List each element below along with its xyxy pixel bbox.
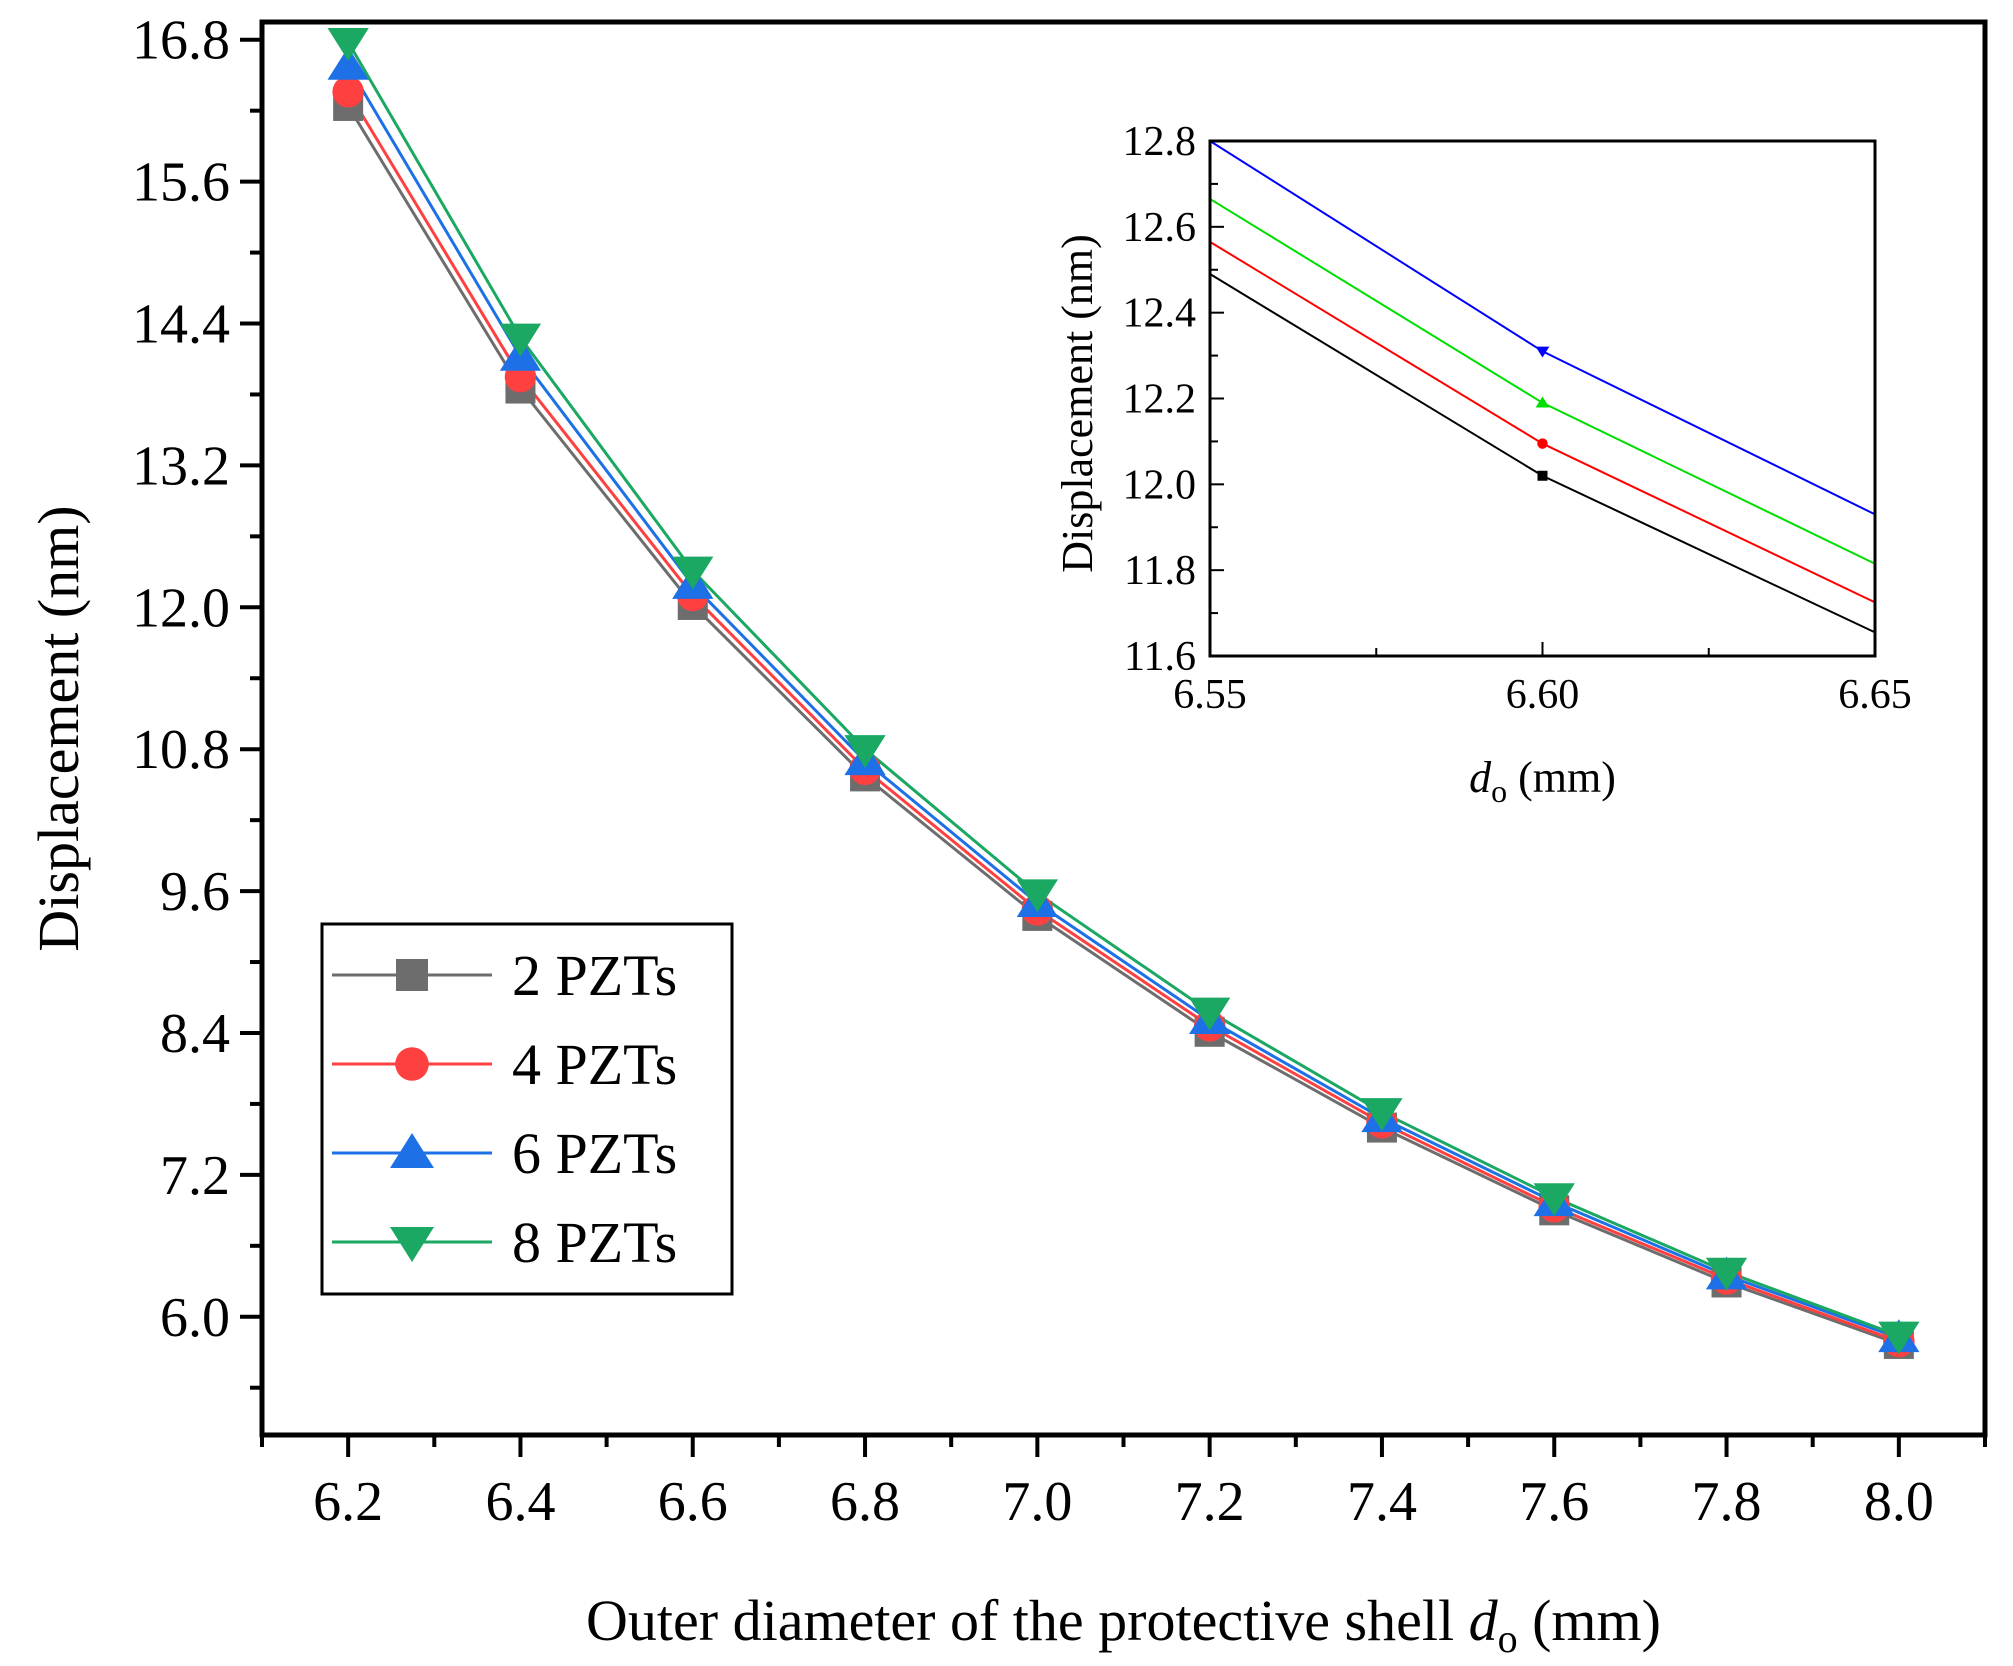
y-tick-label: 14.4 xyxy=(132,294,230,356)
y-axis-title: Displacement (nm) xyxy=(26,505,91,951)
x-tick-label: 7.4 xyxy=(1347,1471,1417,1533)
inset-x-tick-label: 6.55 xyxy=(1173,672,1247,718)
inset-x-axis-title: do (mm) xyxy=(1469,753,1616,809)
y-tick-label: 9.6 xyxy=(160,861,230,923)
data-point xyxy=(1361,1098,1403,1131)
inset-data-point xyxy=(1535,396,1550,408)
legend-label: 2 PZTs xyxy=(512,943,677,1008)
legend: 2 PZTs 4 PZTs 6 PZTs 8 PZTs xyxy=(320,922,734,1296)
inset-y-tick-label: 12.2 xyxy=(1123,377,1197,423)
data-point xyxy=(327,28,369,61)
y-tick-label: 10.8 xyxy=(132,719,230,781)
legend-label: 8 PZTs xyxy=(512,1210,677,1275)
legend-marker xyxy=(390,1227,434,1262)
y-tick-label: 15.6 xyxy=(132,152,230,214)
y-tick-label: 16.8 xyxy=(132,10,230,72)
series-line xyxy=(346,64,1900,1340)
data-point xyxy=(499,323,542,357)
data-point xyxy=(1878,1321,1920,1355)
inset-x-tick-label: 6.65 xyxy=(1838,672,1912,718)
data-point xyxy=(1705,1257,1748,1291)
inset-data-point xyxy=(1537,438,1548,449)
legend-box xyxy=(320,922,734,1296)
inset-y-axis-title: Displacement (nm) xyxy=(1053,234,1102,572)
legend-marker xyxy=(390,1133,434,1168)
x-tick-label: 7.2 xyxy=(1175,1471,1245,1533)
x-tick-label: 6.6 xyxy=(658,1471,728,1533)
y-tick-label: 12.0 xyxy=(132,577,230,639)
data-point xyxy=(1189,997,1231,1031)
data-point xyxy=(327,46,369,80)
inset-y-tick-label: 12.8 xyxy=(1123,119,1197,165)
x-tick-label: 7.0 xyxy=(1002,1471,1072,1533)
inset-y-tick-label: 11.6 xyxy=(1124,634,1196,680)
inset-data-point xyxy=(1537,470,1548,481)
inset-data-point xyxy=(1535,346,1550,358)
data-point xyxy=(332,76,364,108)
legend-marker xyxy=(396,959,428,991)
inset-y-tick-label: 11.8 xyxy=(1124,548,1196,594)
inset-y-tick-label: 12.6 xyxy=(1123,205,1197,251)
data-point xyxy=(1016,879,1058,913)
y-tick-label: 8.4 xyxy=(160,1003,230,1065)
inset-chart: 6.55 6.60 6.65 11.6 11.8 12.0 12.2 12.4 12.6 12.8… xyxy=(1053,119,1912,809)
legend-marker xyxy=(395,1047,429,1081)
x-tick-label: 8.0 xyxy=(1864,1471,1934,1533)
series-line xyxy=(346,90,1900,1343)
y-tick-label: 6.0 xyxy=(160,1287,230,1349)
data-point xyxy=(672,556,714,590)
legend-label: 4 PZTs xyxy=(512,1032,677,1097)
y-tick-label: 7.2 xyxy=(160,1145,230,1207)
x-axis-title: Outer diameter of the protective shell d… xyxy=(586,1588,1661,1661)
inset-y-tick-label: 12.0 xyxy=(1123,462,1197,508)
x-tick-label: 6.4 xyxy=(485,1471,555,1533)
main-chart: 6.2 6.4 6.6 6.8 7.0 7.2 7.4 7.6 7.8 8.0 6.0 7.2 8.4 9… xyxy=(26,10,1988,1661)
y-tick-label: 13.2 xyxy=(132,435,230,497)
series-line xyxy=(346,105,1900,1346)
x-tick-label: 6.2 xyxy=(313,1471,383,1533)
x-tick-label: 7.8 xyxy=(1692,1471,1762,1533)
x-tick-label: 7.6 xyxy=(1519,1471,1589,1533)
inset-x-tick-label: 6.60 xyxy=(1506,672,1580,718)
legend-label: 6 PZTs xyxy=(512,1121,677,1186)
data-point xyxy=(1533,1183,1575,1217)
data-point xyxy=(844,735,886,768)
inset-y-tick-label: 12.4 xyxy=(1123,291,1197,337)
x-tick-label: 6.8 xyxy=(830,1471,900,1533)
series-line xyxy=(346,41,1900,1338)
